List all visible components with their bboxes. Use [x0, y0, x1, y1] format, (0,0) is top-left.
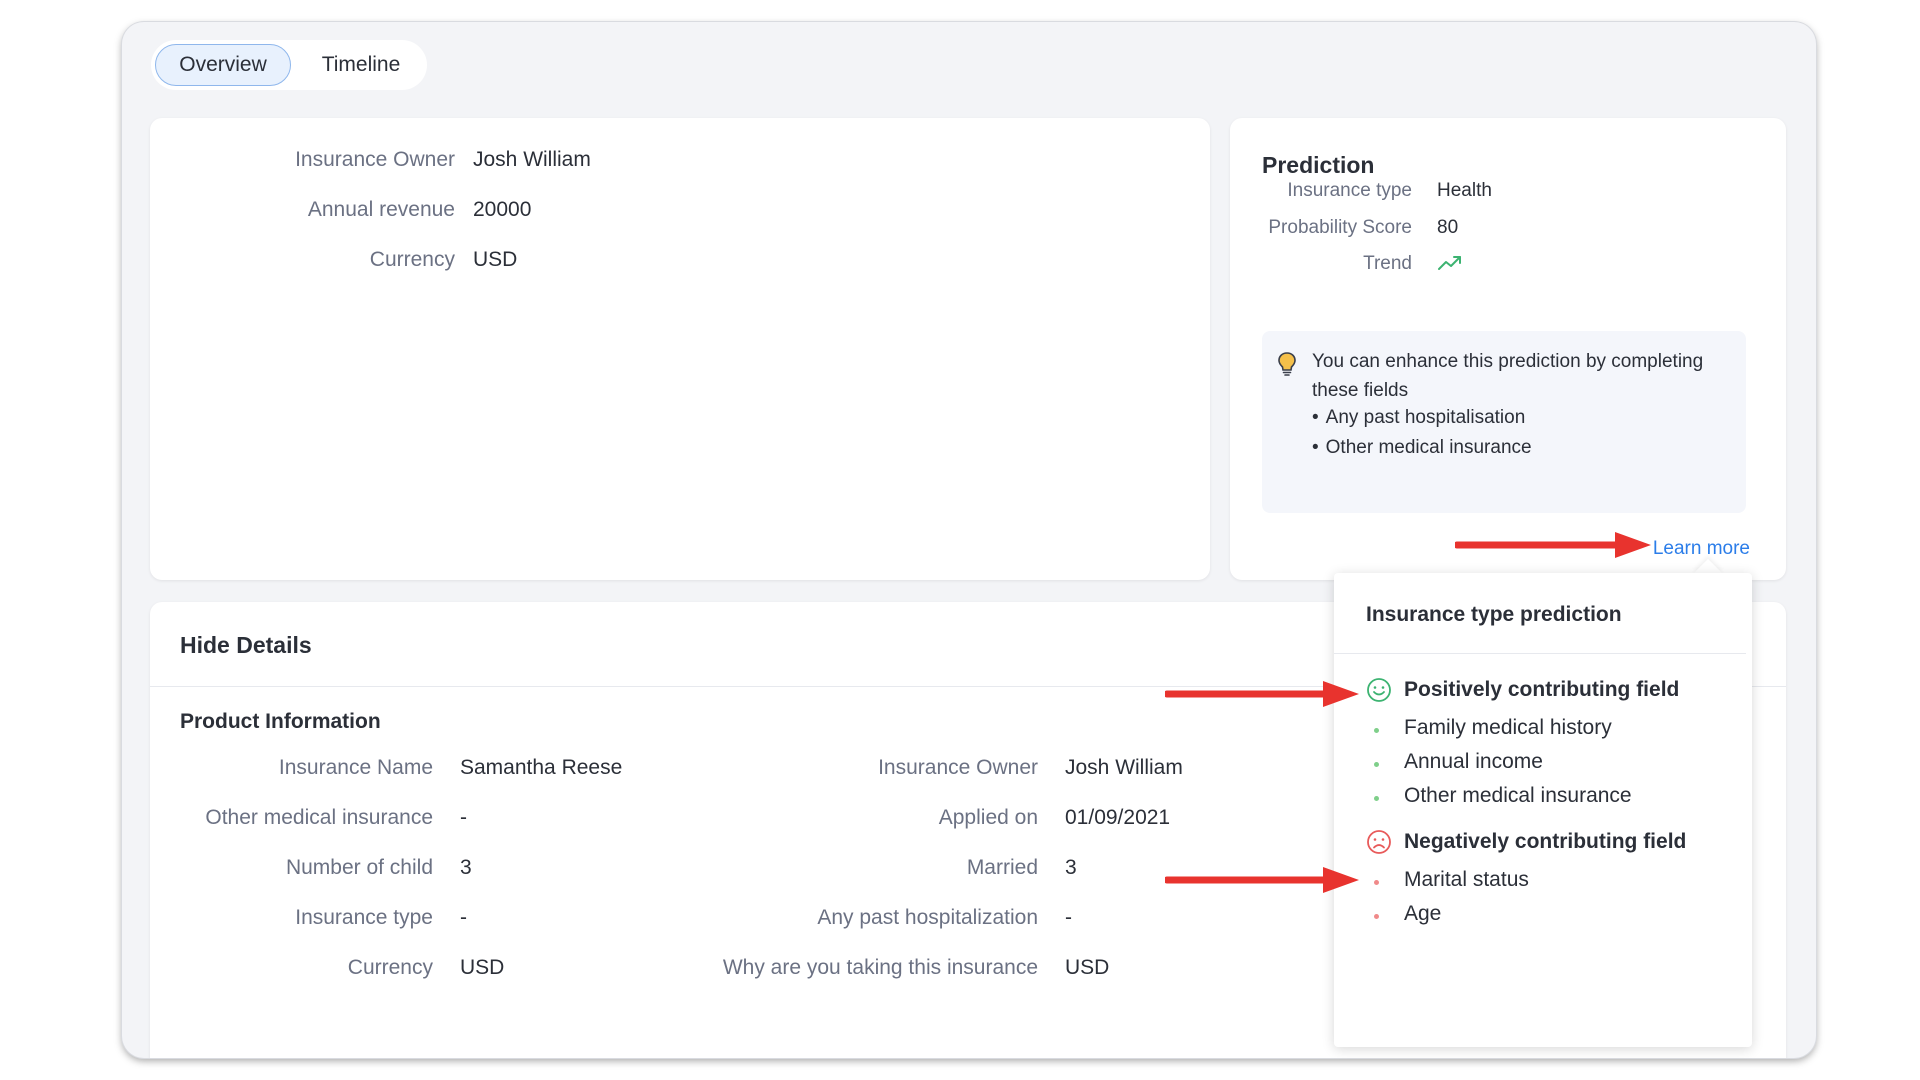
- insurance-owner-label: Insurance Owner: [878, 756, 1038, 779]
- other-medical-insurance-label: Other medical insurance: [205, 806, 433, 829]
- negative-heading: Negatively contributing field: [1366, 829, 1686, 855]
- bullet-dot: [1374, 728, 1379, 733]
- number-of-child-value: 3: [460, 856, 472, 879]
- positive-item: Annual income: [1404, 750, 1543, 773]
- annual-revenue-label: Annual revenue: [307, 198, 455, 221]
- annotation-arrow-positive: [1165, 681, 1359, 707]
- negative-item: Age: [1404, 902, 1442, 925]
- positive-item: Family medical history: [1404, 716, 1612, 739]
- annotation-arrow-learn-more: [1455, 532, 1651, 558]
- insurance-owner-value: Josh William: [1065, 756, 1183, 779]
- insurance-name-value: Samantha Reese: [460, 756, 623, 779]
- negative-heading-label: Negatively contributing field: [1404, 830, 1687, 853]
- annual-revenue-value: 20000: [473, 198, 532, 221]
- bullet-dot: [1374, 880, 1379, 885]
- past-hospitalization-label: Any past hospitalization: [817, 906, 1038, 929]
- insurance-type-value: Health: [1437, 180, 1492, 201]
- hide-details-toggle[interactable]: Hide Details: [180, 632, 312, 658]
- positive-item: Other medical insurance: [1404, 784, 1632, 807]
- divider: [1334, 653, 1746, 654]
- probability-score-label: Probability Score: [1268, 217, 1412, 238]
- positive-heading: Positively contributing field: [1366, 677, 1679, 703]
- insurance-name-label: Insurance Name: [278, 756, 433, 779]
- currency-value: USD: [460, 956, 505, 979]
- positive-heading-label: Positively contributing field: [1404, 678, 1680, 701]
- prediction-title: Prediction: [1262, 152, 1375, 178]
- applied-on-value: 01/09/2021: [1065, 806, 1171, 829]
- hint-item: Other medical insurance: [1312, 437, 1532, 459]
- frown-icon: [1367, 830, 1391, 854]
- currency-label: Currency: [347, 956, 433, 979]
- owner-label: Insurance Owner: [295, 148, 455, 171]
- bullet-dot: [1374, 762, 1379, 767]
- tab-overview[interactable]: Overview: [155, 44, 291, 86]
- popover-title: Insurance type prediction: [1366, 603, 1622, 626]
- summary-card: Insurance Owner Josh William Annual reve…: [150, 118, 1210, 580]
- bullet-dot: [1374, 796, 1379, 801]
- trend-up-icon: [1437, 253, 1463, 278]
- insurance-reason-value: USD: [1065, 956, 1110, 979]
- married-label: Married: [966, 856, 1038, 879]
- number-of-child-label: Number of child: [285, 856, 433, 879]
- learn-more-link[interactable]: Learn more: [1652, 538, 1750, 559]
- currency-label: Currency: [369, 248, 455, 271]
- hint-item: Any past hospitalisation: [1312, 407, 1526, 429]
- trend-label: Trend: [1363, 253, 1412, 274]
- past-hospitalization-value: -: [1065, 906, 1072, 929]
- insurance-reason-label: Why are you taking this insurance: [722, 956, 1038, 979]
- insurance-type-prediction-popover: Insurance type prediction Positively con…: [1334, 573, 1752, 1047]
- bullet-dot: [1374, 914, 1379, 919]
- tab-timeline[interactable]: Timeline: [321, 53, 401, 76]
- divider: [150, 686, 1786, 687]
- negative-item: Marital status: [1404, 868, 1529, 891]
- smile-icon: [1367, 678, 1391, 702]
- currency-value: USD: [473, 248, 518, 271]
- applied-on-label: Applied on: [938, 806, 1038, 829]
- annotation-arrow-negative: [1165, 867, 1359, 893]
- married-value: 3: [1065, 856, 1077, 879]
- insurance-type-value: -: [460, 906, 467, 929]
- lightbulb-icon: [1276, 351, 1298, 377]
- prediction-card: Prediction Insurance type Health Probabi…: [1230, 118, 1786, 580]
- other-medical-insurance-value: -: [460, 806, 467, 829]
- hint-box: You can enhance this prediction by compl…: [1262, 331, 1746, 513]
- tab-bar: Overview Timeline: [151, 40, 427, 90]
- section-title: Product Information: [180, 710, 381, 733]
- hint-text: You can enhance this prediction by compl…: [1312, 351, 1704, 401]
- probability-score-value: 80: [1437, 217, 1459, 238]
- insurance-type-label: Insurance type: [1287, 180, 1412, 201]
- insurance-type-label: Insurance type: [295, 906, 433, 929]
- owner-value: Josh William: [473, 148, 591, 171]
